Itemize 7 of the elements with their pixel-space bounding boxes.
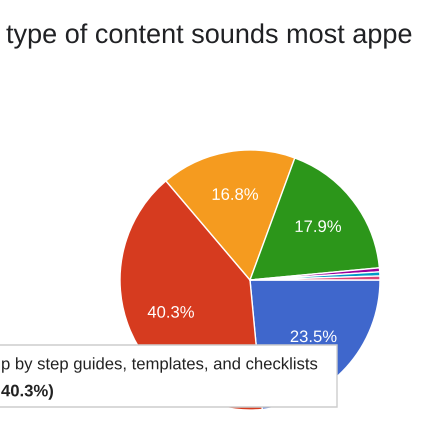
data-label: 23.5% xyxy=(290,330,336,342)
data-label: 40.3% xyxy=(148,306,194,318)
text: p by step guides, templates, and checklists xyxy=(2,357,318,373)
data-label: 17.9% xyxy=(296,220,341,232)
text: 40.3%) xyxy=(1,384,53,400)
chart-title: type of content sounds most appe xyxy=(6,23,412,49)
data-label: 16.8% xyxy=(212,188,258,200)
